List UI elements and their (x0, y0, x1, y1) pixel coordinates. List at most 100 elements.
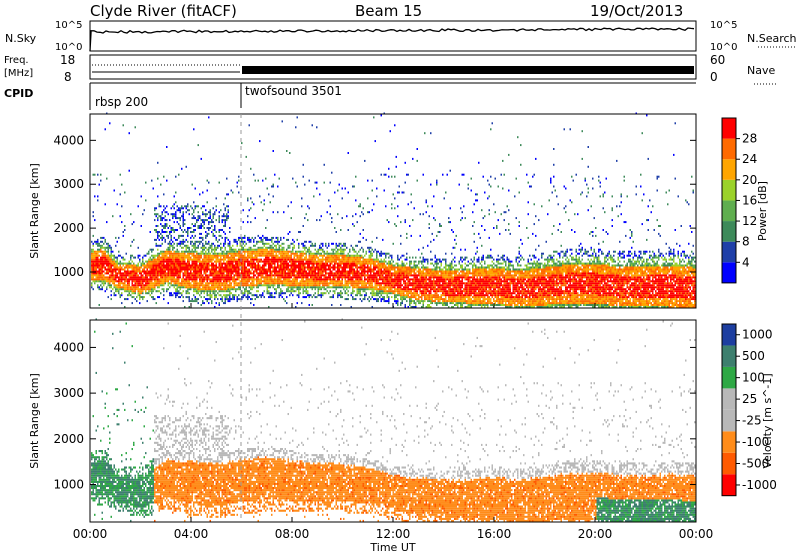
range-cell (375, 284, 377, 286)
range-cell (304, 217, 306, 219)
range-cell (277, 261, 279, 263)
range-cell (151, 263, 153, 265)
range-cell (259, 251, 261, 253)
range-cell (207, 233, 209, 235)
range-cell (132, 223, 134, 225)
range-cell (396, 280, 398, 282)
range-cell (324, 282, 326, 284)
range-cell (147, 253, 149, 255)
range-cell (234, 255, 236, 257)
range-cell (199, 259, 201, 261)
range-cell (223, 215, 225, 217)
range-cell (214, 227, 216, 229)
range-cell (250, 276, 252, 278)
range-cell (129, 274, 131, 276)
range-cell (222, 274, 224, 276)
range-cell (309, 265, 311, 267)
range-cell (114, 269, 116, 271)
range-cell (129, 278, 131, 280)
range-cell (327, 251, 329, 253)
range-cell (115, 286, 117, 288)
range-cell (174, 207, 176, 209)
range-cell (201, 269, 203, 271)
range-cell (280, 267, 282, 269)
range-cell (124, 282, 126, 284)
range-cell (379, 261, 381, 263)
range-cell (157, 231, 159, 233)
range-cell (297, 284, 299, 286)
range-cell (154, 213, 156, 215)
range-cell (102, 259, 104, 261)
range-cell (205, 259, 207, 261)
range-cell (192, 286, 194, 288)
range-cell (154, 288, 156, 290)
range-cell (298, 294, 300, 296)
range-cell (372, 274, 374, 276)
range-cell (256, 282, 258, 284)
range-cell (132, 292, 134, 294)
range-cell (381, 284, 383, 286)
range-cell (174, 286, 176, 288)
range-cell (270, 280, 272, 282)
range-cell (235, 284, 237, 286)
range-cell (271, 294, 273, 296)
range-cell (207, 300, 209, 302)
range-cell (283, 251, 285, 253)
range-cell (328, 284, 330, 286)
range-cell (375, 276, 377, 278)
range-cell (283, 247, 285, 249)
range-cell (171, 237, 173, 239)
range-cell (331, 253, 333, 255)
range-cell (297, 265, 299, 267)
range-cell (247, 282, 249, 284)
range-cell (295, 274, 297, 276)
range-cell (216, 294, 218, 296)
range-cell (187, 296, 189, 298)
range-cell (175, 294, 177, 296)
range-cell (340, 255, 342, 257)
range-cell (262, 271, 264, 273)
range-cell (217, 288, 219, 290)
range-cell (301, 269, 303, 271)
range-cell (216, 197, 218, 199)
range-cell (187, 209, 189, 211)
range-cell (370, 280, 372, 282)
range-cell (309, 272, 311, 274)
range-cell (382, 282, 384, 284)
range-cell (222, 278, 224, 280)
range-cell (273, 195, 275, 197)
range-cell (217, 257, 219, 259)
range-cell (336, 274, 338, 276)
range-cell (340, 272, 342, 274)
range-cell (187, 227, 189, 229)
range-cell (213, 249, 215, 251)
range-cell (319, 271, 321, 273)
range-cell (109, 265, 111, 267)
range-cell (141, 284, 143, 286)
range-cell (318, 286, 320, 288)
range-cell (219, 278, 221, 280)
range-cell (285, 257, 287, 259)
range-cell (103, 261, 105, 263)
range-cell (184, 284, 186, 286)
range-cell (301, 251, 303, 253)
range-cell (232, 257, 234, 259)
range-cell (324, 286, 326, 288)
range-cell (268, 269, 270, 271)
range-cell (195, 229, 197, 231)
range-cell (168, 284, 170, 286)
range-cell (330, 269, 332, 271)
range-cell (330, 261, 332, 263)
range-cell (339, 253, 341, 255)
range-cell (367, 288, 369, 290)
range-cell (298, 255, 300, 257)
range-cell (312, 245, 314, 247)
range-cell (189, 272, 191, 274)
range-cell (360, 255, 362, 257)
range-cell (262, 274, 264, 276)
range-cell (324, 255, 326, 257)
range-cell (192, 245, 194, 247)
range-cell (312, 284, 314, 286)
range-cell (229, 261, 231, 263)
range-cell (307, 276, 309, 278)
